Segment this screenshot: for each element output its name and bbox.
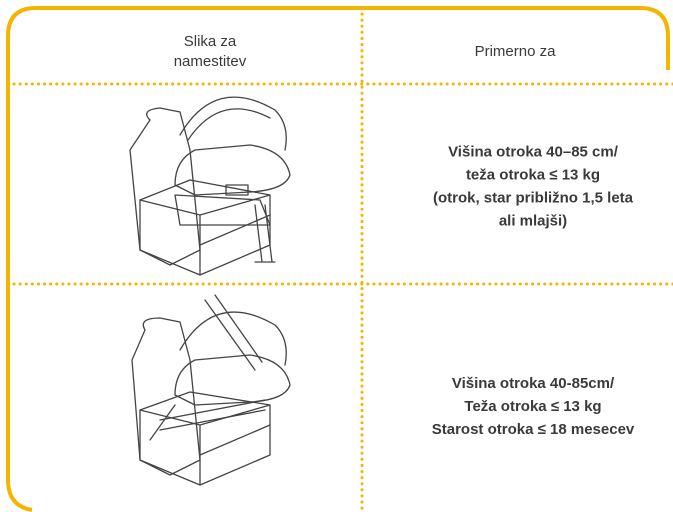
header-cell: namestitev xyxy=(174,53,247,70)
suitable-text: (otrok, star približno 1,5 leta xyxy=(433,189,634,206)
seat-illustration-isofix xyxy=(129,96,291,276)
suitable-text: Starost otroka ≤ 18 mesecev xyxy=(432,421,635,438)
seat-illustration-belt xyxy=(131,294,291,486)
suitable-text: Višina otroka 40–85 cm/ xyxy=(448,143,619,160)
suitable-text: teža otroka ≤ 13 kg xyxy=(466,166,600,183)
suitable-text: ali mlajši) xyxy=(499,212,567,229)
table-border xyxy=(6,6,670,512)
suitable-text: Teža otroka ≤ 13 kg xyxy=(464,398,601,415)
suitable-text: Višina otroka 40-85cm/ xyxy=(452,375,615,392)
header-cell: Slika za xyxy=(184,33,237,50)
header-cell: Primerno za xyxy=(475,43,557,60)
